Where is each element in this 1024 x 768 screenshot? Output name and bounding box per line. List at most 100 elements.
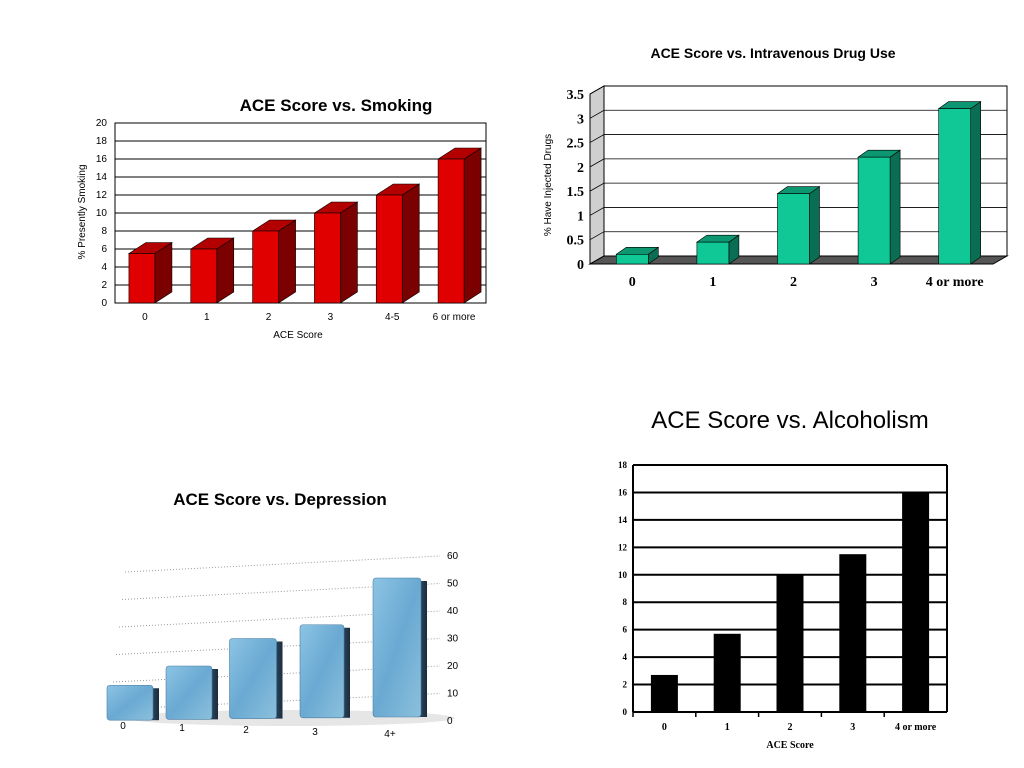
depression-chart: ACE Score vs. Depression 0 10 20 30 40 50 60 0 1… [106, 490, 459, 740]
drug-use-chart-svg: ACE Score vs. Intravenous Drug Use % Hav… [543, 45, 1009, 290]
smoking-y-tick: 0 [101, 298, 107, 309]
depression-x-tick: 0 [120, 721, 126, 732]
alcoholism-x-tick: 1 [725, 722, 730, 733]
alcoholism-x-tick: 4 or more [895, 722, 937, 733]
alcoholism-x-tick: 2 [788, 722, 793, 733]
smoking-y-tick: 4 [101, 262, 107, 273]
depression-y-tick: 50 [447, 579, 459, 590]
depression-bar-side [210, 669, 218, 720]
alcoholism-x-axis-label: ACE Score [766, 740, 814, 751]
depression-bar-side [342, 627, 350, 718]
drug-use-bar [938, 108, 972, 265]
depression-bar [106, 684, 154, 721]
depression-bar [299, 624, 345, 719]
drug-use-gridline [589, 109, 1007, 119]
depression-bar-side [151, 688, 159, 721]
smoking-y-tick: 20 [96, 118, 108, 129]
drug-use-y-tick: 2.5 [567, 137, 585, 152]
smoking-chart-svg: ACE Score vs. Smoking ACE Score % Presen… [77, 96, 487, 341]
smoking-bar [375, 194, 403, 304]
depression-chart-title: ACE Score vs. Depression [173, 490, 387, 509]
alcoholism-x-tick: 3 [850, 722, 855, 733]
smoking-bar [314, 212, 341, 304]
depression-x-tick: 4+ [384, 729, 396, 740]
drug-use-y-tick: 0.5 [567, 234, 585, 249]
smoking-y-tick: 14 [96, 172, 108, 183]
drug-use-chart: ACE Score vs. Intravenous Drug Use % Hav… [543, 45, 1009, 290]
drug-use-y-axis-label: % Have Injected Drugs [543, 134, 554, 236]
smoking-y-tick: 12 [96, 190, 108, 201]
depression-y-tick: 20 [447, 661, 459, 672]
depression-bar [165, 665, 213, 720]
alcoholism-y-tick: 8 [623, 597, 628, 607]
depression-x-tick: 3 [312, 727, 318, 738]
depression-y-tick: 60 [447, 551, 459, 562]
drug-use-y-tick: 1 [577, 209, 584, 224]
smoking-x-axis-label: ACE Score [273, 330, 323, 341]
smoking-x-tick: 2 [266, 312, 272, 323]
alcoholism-x-tick: 0 [662, 722, 667, 733]
smoking-x-tick: 6 or more [433, 312, 476, 323]
drug-use-y-tick: 3 [577, 112, 584, 127]
alcoholism-bar [776, 574, 804, 712]
smoking-y-tick: 16 [96, 154, 108, 165]
drug-use-y-tick: 3.5 [567, 88, 585, 103]
depression-bar [372, 577, 422, 718]
smoking-bar [252, 230, 279, 304]
drug-use-bar [777, 193, 810, 265]
smoking-x-tick: 0 [142, 312, 148, 323]
depression-bar-side [419, 581, 427, 717]
alcoholism-y-tick: 12 [618, 542, 628, 552]
smoking-y-axis-label: % Presently Smoking [77, 164, 88, 259]
alcoholism-y-tick: 0 [623, 707, 628, 717]
drug-use-bar [615, 253, 649, 265]
smoking-bar [128, 253, 156, 304]
depression-y-tick: 40 [447, 606, 459, 617]
drug-use-y-tick: 2 [577, 161, 584, 176]
depression-y-tick: 10 [447, 689, 459, 700]
smoking-x-tick: 3 [328, 312, 334, 323]
drug-use-x-tick: 0 [629, 275, 636, 290]
alcoholism-y-tick: 10 [618, 570, 628, 580]
depression-gridline [121, 583, 441, 600]
smoking-y-tick: 6 [101, 244, 107, 255]
depression-x-tick: 2 [243, 725, 249, 736]
depression-y-tick: 30 [447, 634, 459, 645]
alcoholism-y-tick: 16 [618, 487, 628, 497]
smoking-y-tick: 18 [96, 136, 108, 147]
drug-use-y-tick: 0 [577, 258, 584, 273]
smoking-x-tick: 1 [204, 312, 210, 323]
alcoholism-bar [650, 674, 678, 712]
alcoholism-chart-title: ACE Score vs. Alcoholism [651, 407, 928, 434]
smoking-bar [190, 248, 218, 304]
smoking-y-tick: 8 [101, 226, 107, 237]
depression-chart-svg: ACE Score vs. Depression 0 10 20 30 40 50 60 0 1… [106, 490, 459, 740]
alcoholism-bar [713, 633, 741, 712]
drug-use-x-tick: 3 [871, 275, 878, 290]
drug-use-gridline [589, 134, 1007, 143]
alcoholism-y-tick: 18 [618, 460, 628, 470]
smoking-bar [437, 158, 465, 304]
smoking-chart: ACE Score vs. Smoking ACE Score % Presen… [0, 0, 512, 384]
alcoholism-y-tick: 2 [623, 680, 628, 690]
drug-use-gridline [589, 85, 1007, 95]
depression-bar [229, 638, 277, 719]
drug-use-x-tick: 4 or more [926, 275, 984, 290]
drug-use-x-tick: 2 [790, 275, 797, 290]
alcoholism-bar [902, 492, 930, 712]
drug-use-chart-title: ACE Score vs. Intravenous Drug Use [650, 45, 895, 61]
smoking-x-tick: 4-5 [385, 312, 400, 323]
smoking-y-tick: 2 [101, 280, 107, 291]
depression-bar-side [274, 641, 283, 719]
drug-use-bar [857, 156, 891, 265]
alcoholism-bar [839, 554, 867, 712]
drug-use-bar [696, 241, 730, 265]
alcoholism-y-tick: 6 [623, 625, 628, 635]
drug-use-y-tick: 1.5 [567, 185, 585, 200]
alcoholism-y-tick: 4 [623, 652, 628, 662]
smoking-chart-title: ACE Score vs. Smoking [240, 96, 433, 115]
drug-use-x-tick: 1 [709, 275, 716, 290]
depression-x-tick: 1 [179, 723, 185, 734]
